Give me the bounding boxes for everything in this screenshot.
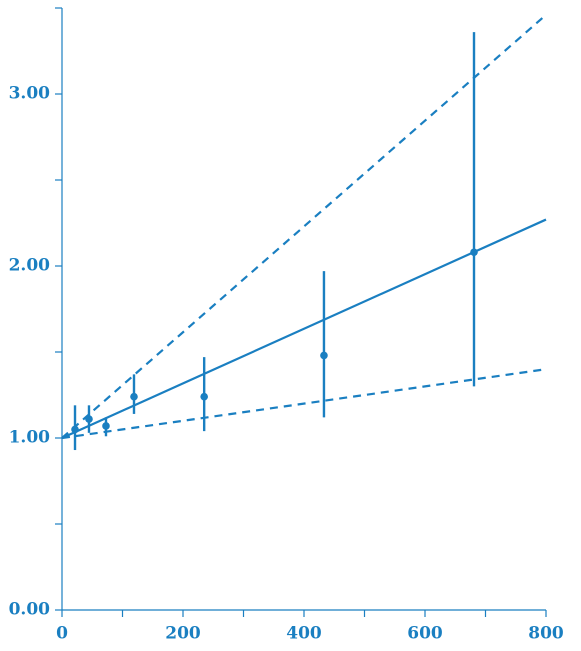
point <box>200 392 208 401</box>
fit-line <box>61 218 547 440</box>
dashed-line <box>61 368 547 440</box>
point <box>71 425 79 434</box>
dashed-line <box>61 14 547 439</box>
point <box>102 422 110 430</box>
y-tick-label: 0.00 <box>9 600 51 620</box>
x-tick-label: 600 <box>407 624 443 644</box>
point <box>470 248 478 257</box>
x-tick-label: 800 <box>528 624 564 644</box>
y-tick-label: 2.00 <box>9 256 51 276</box>
x-tick-label: 400 <box>286 624 322 644</box>
y-tick-label: 3.00 <box>9 84 51 104</box>
point <box>130 392 138 401</box>
x-tick-label: 0 <box>56 624 68 644</box>
point <box>320 351 328 360</box>
y-tick-label: 1.00 <box>9 428 51 448</box>
point <box>85 415 93 423</box>
x-tick-label: 200 <box>165 624 201 644</box>
